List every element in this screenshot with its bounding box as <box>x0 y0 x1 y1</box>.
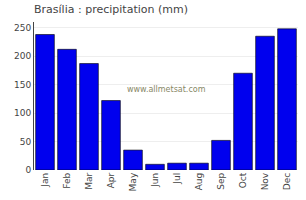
svg-text:150: 150 <box>14 80 31 90</box>
svg-text:200: 200 <box>14 51 31 61</box>
svg-text:Mar: Mar <box>84 173 94 190</box>
svg-text:100: 100 <box>14 108 31 118</box>
svg-text:Dec: Dec <box>282 173 292 190</box>
svg-text:Jun: Jun <box>150 173 160 188</box>
svg-text:50: 50 <box>20 137 32 147</box>
svg-text:Nov: Nov <box>260 172 270 190</box>
svg-text:Aug: Aug <box>194 173 204 191</box>
svg-text:Feb: Feb <box>62 173 72 189</box>
svg-text:Brasília : precipitation (mm): Brasília : precipitation (mm) <box>34 3 188 16</box>
svg-text:www.allmetsat.com: www.allmetsat.com <box>127 85 206 94</box>
svg-text:Apr: Apr <box>106 173 116 189</box>
svg-text:Oct: Oct <box>238 172 248 188</box>
svg-text:Jul: Jul <box>172 173 182 185</box>
svg-text:250: 250 <box>14 23 31 33</box>
svg-text:Jan: Jan <box>40 173 50 188</box>
svg-text:0: 0 <box>25 165 31 175</box>
svg-text:May: May <box>128 172 138 191</box>
svg-text:Sep: Sep <box>216 173 226 190</box>
